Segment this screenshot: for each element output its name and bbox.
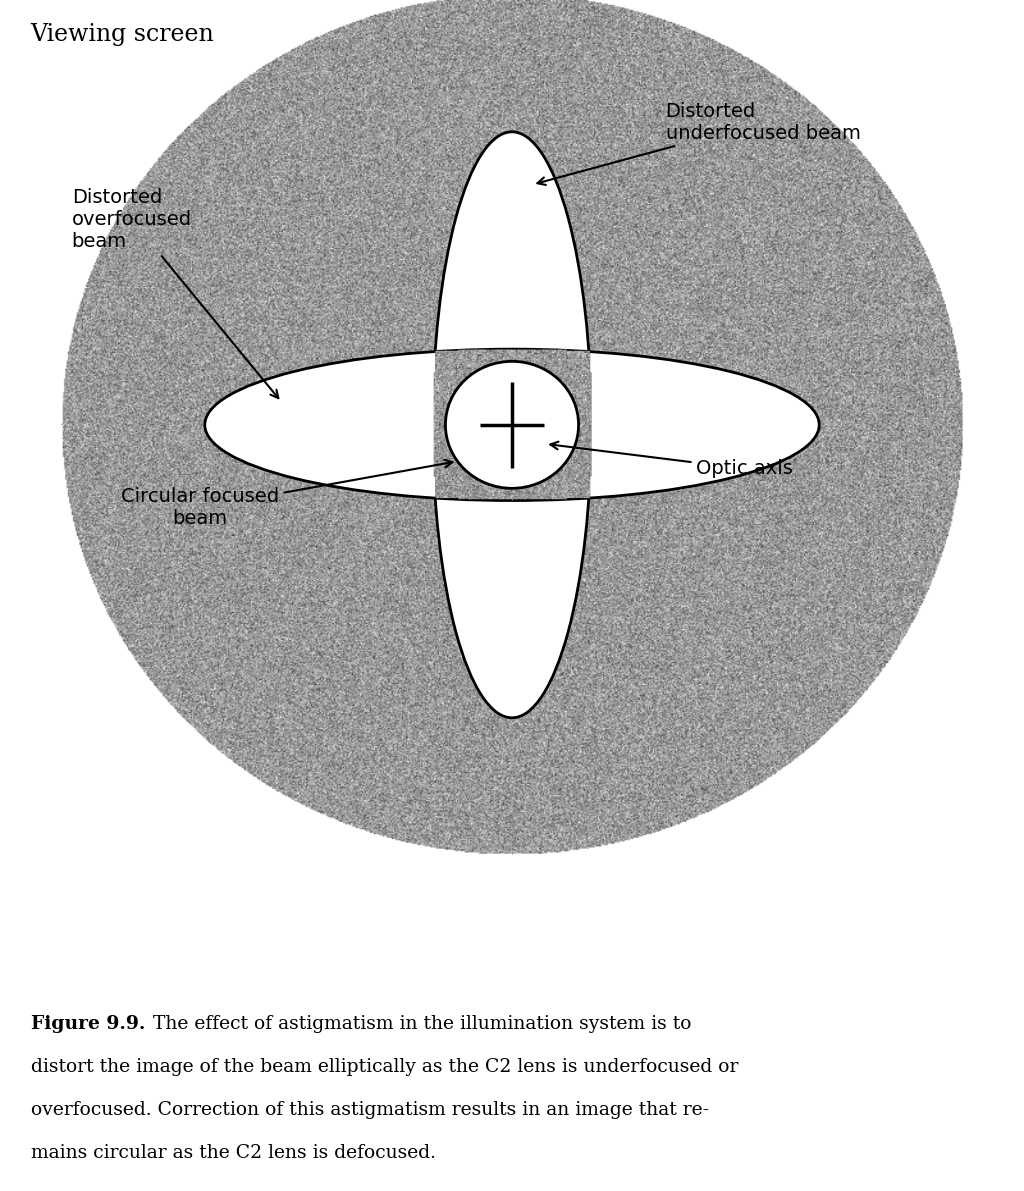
Text: overfocused. Correction of this astigmatism results in an image that re-: overfocused. Correction of this astigmat… — [31, 1100, 709, 1120]
Text: mains circular as the C2 lens is defocused.: mains circular as the C2 lens is defocus… — [31, 1143, 436, 1162]
Text: Viewing screen: Viewing screen — [31, 23, 214, 45]
Circle shape — [445, 361, 579, 488]
Text: Figure 9.9.: Figure 9.9. — [31, 1015, 145, 1034]
Ellipse shape — [205, 349, 819, 500]
Text: Distorted
underfocused beam: Distorted underfocused beam — [538, 101, 860, 185]
Text: Distorted
overfocused
beam: Distorted overfocused beam — [72, 188, 279, 398]
Text: Circular focused
beam: Circular focused beam — [121, 460, 453, 529]
Ellipse shape — [432, 132, 592, 718]
Text: The effect of astigmatism in the illumination system is to: The effect of astigmatism in the illumin… — [141, 1015, 692, 1034]
Text: distort the image of the beam elliptically as the C2 lens is underfocused or: distort the image of the beam elliptical… — [31, 1058, 738, 1077]
Text: Optic axis: Optic axis — [550, 442, 794, 479]
